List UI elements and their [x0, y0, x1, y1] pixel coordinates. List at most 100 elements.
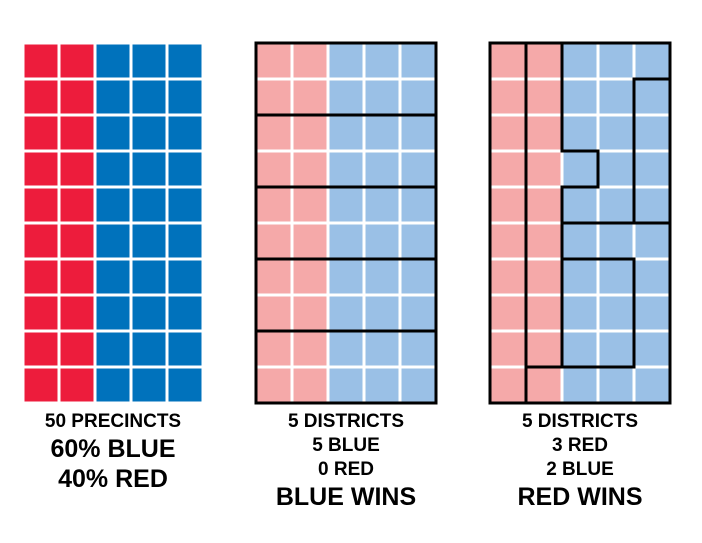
precinct-blue [168, 224, 202, 258]
precinct-blue [329, 332, 363, 366]
panel-blue-wins [254, 41, 438, 405]
precinct-blue [401, 188, 435, 222]
precinct-red [491, 260, 525, 294]
precinct-blue [401, 332, 435, 366]
precinct-blue [329, 152, 363, 186]
precinct-blue [96, 368, 130, 402]
precinct-blue [365, 188, 399, 222]
precinct-red [60, 188, 94, 222]
precinct-red [60, 224, 94, 258]
precinct-red [491, 80, 525, 114]
precinct-red [293, 152, 327, 186]
precinct-blue [132, 368, 166, 402]
precinct-blue [599, 332, 633, 366]
precinct-blue [599, 260, 633, 294]
precinct-red [527, 332, 561, 366]
caption-line: 40% RED [58, 465, 168, 493]
precinct-blue [563, 260, 597, 294]
precinct-red [257, 368, 291, 402]
precinct-red [257, 152, 291, 186]
precinct-blue [96, 296, 130, 330]
precinct-red [527, 296, 561, 330]
precinct-red [257, 44, 291, 78]
precinct-blue [132, 332, 166, 366]
precinct-blue [329, 260, 363, 294]
precinct-red [60, 296, 94, 330]
precinct-red [293, 260, 327, 294]
caption-line: BLUE WINS [275, 483, 417, 511]
precinct-blue [96, 44, 130, 78]
precinct-blue [563, 332, 597, 366]
caption-line: 5 BLUE [312, 435, 380, 456]
caption-line: 2 BLUE [546, 459, 614, 480]
caption-line: RED WINS [517, 483, 643, 511]
precinct-red [24, 224, 58, 258]
caption-line: 5 DISTRICTS [521, 411, 639, 432]
precinct-red [491, 188, 525, 222]
caption-line: 0 RED [318, 459, 374, 480]
precinct-red [293, 224, 327, 258]
precinct-red [527, 224, 561, 258]
precinct-blue [168, 368, 202, 402]
precinct-blue [365, 260, 399, 294]
caption-blue-wins: 5 DISTRICTS 5 BLUE 0 RED BLUE WINS [236, 410, 456, 512]
panel-red-wins [488, 41, 672, 405]
precinct-red [60, 368, 94, 402]
precinct-blue [401, 116, 435, 150]
caption-red-wins: 5 DISTRICTS 3 RED 2 BLUE RED WINS [470, 410, 690, 512]
precinct-red [491, 152, 525, 186]
precinct-blue [599, 224, 633, 258]
precinct-blue [563, 188, 597, 222]
precinct-blue [365, 368, 399, 402]
precinct-red [257, 116, 291, 150]
precinct-red [293, 188, 327, 222]
precinct-blue [563, 44, 597, 78]
precinct-blue [401, 368, 435, 402]
precinct-blue [599, 80, 633, 114]
precinct-blue [96, 260, 130, 294]
precinct-red [293, 368, 327, 402]
precinct-red [527, 260, 561, 294]
precinct-red [24, 368, 58, 402]
precinct-blue [635, 368, 669, 402]
precinct-blue [365, 224, 399, 258]
precinct-red [60, 260, 94, 294]
precinct-red [24, 188, 58, 222]
precinct-red [257, 332, 291, 366]
precinct-blue [635, 296, 669, 330]
precinct-red [527, 368, 561, 402]
precinct-blue [168, 152, 202, 186]
precinct-blue [96, 80, 130, 114]
precinct-blue [599, 152, 633, 186]
precinct-red [24, 296, 58, 330]
caption-line: 60% BLUE [50, 435, 176, 463]
precinct-red [257, 188, 291, 222]
precinct-blue [401, 224, 435, 258]
precinct-red [293, 332, 327, 366]
precinct-red [24, 44, 58, 78]
caption-precincts: 50 PRECINCTS 60% BLUE 40% RED [3, 410, 223, 494]
precinct-blue [329, 44, 363, 78]
precinct-blue [132, 44, 166, 78]
precinct-blue [132, 80, 166, 114]
precinct-red [60, 332, 94, 366]
precinct-blue [365, 80, 399, 114]
precinct-blue [635, 152, 669, 186]
precinct-blue [635, 188, 669, 222]
precinct-blue [599, 296, 633, 330]
precinct-red [257, 80, 291, 114]
precinct-red [24, 116, 58, 150]
precinct-blue [401, 44, 435, 78]
precinct-blue [401, 260, 435, 294]
precinct-blue [132, 224, 166, 258]
precinct-blue [635, 44, 669, 78]
precinct-red [293, 44, 327, 78]
precinct-red [527, 152, 561, 186]
precinct-red [60, 116, 94, 150]
precinct-blue [132, 152, 166, 186]
precinct-blue [401, 296, 435, 330]
precinct-blue [635, 260, 669, 294]
precinct-red [491, 296, 525, 330]
precinct-blue [329, 116, 363, 150]
precinct-blue [563, 116, 597, 150]
